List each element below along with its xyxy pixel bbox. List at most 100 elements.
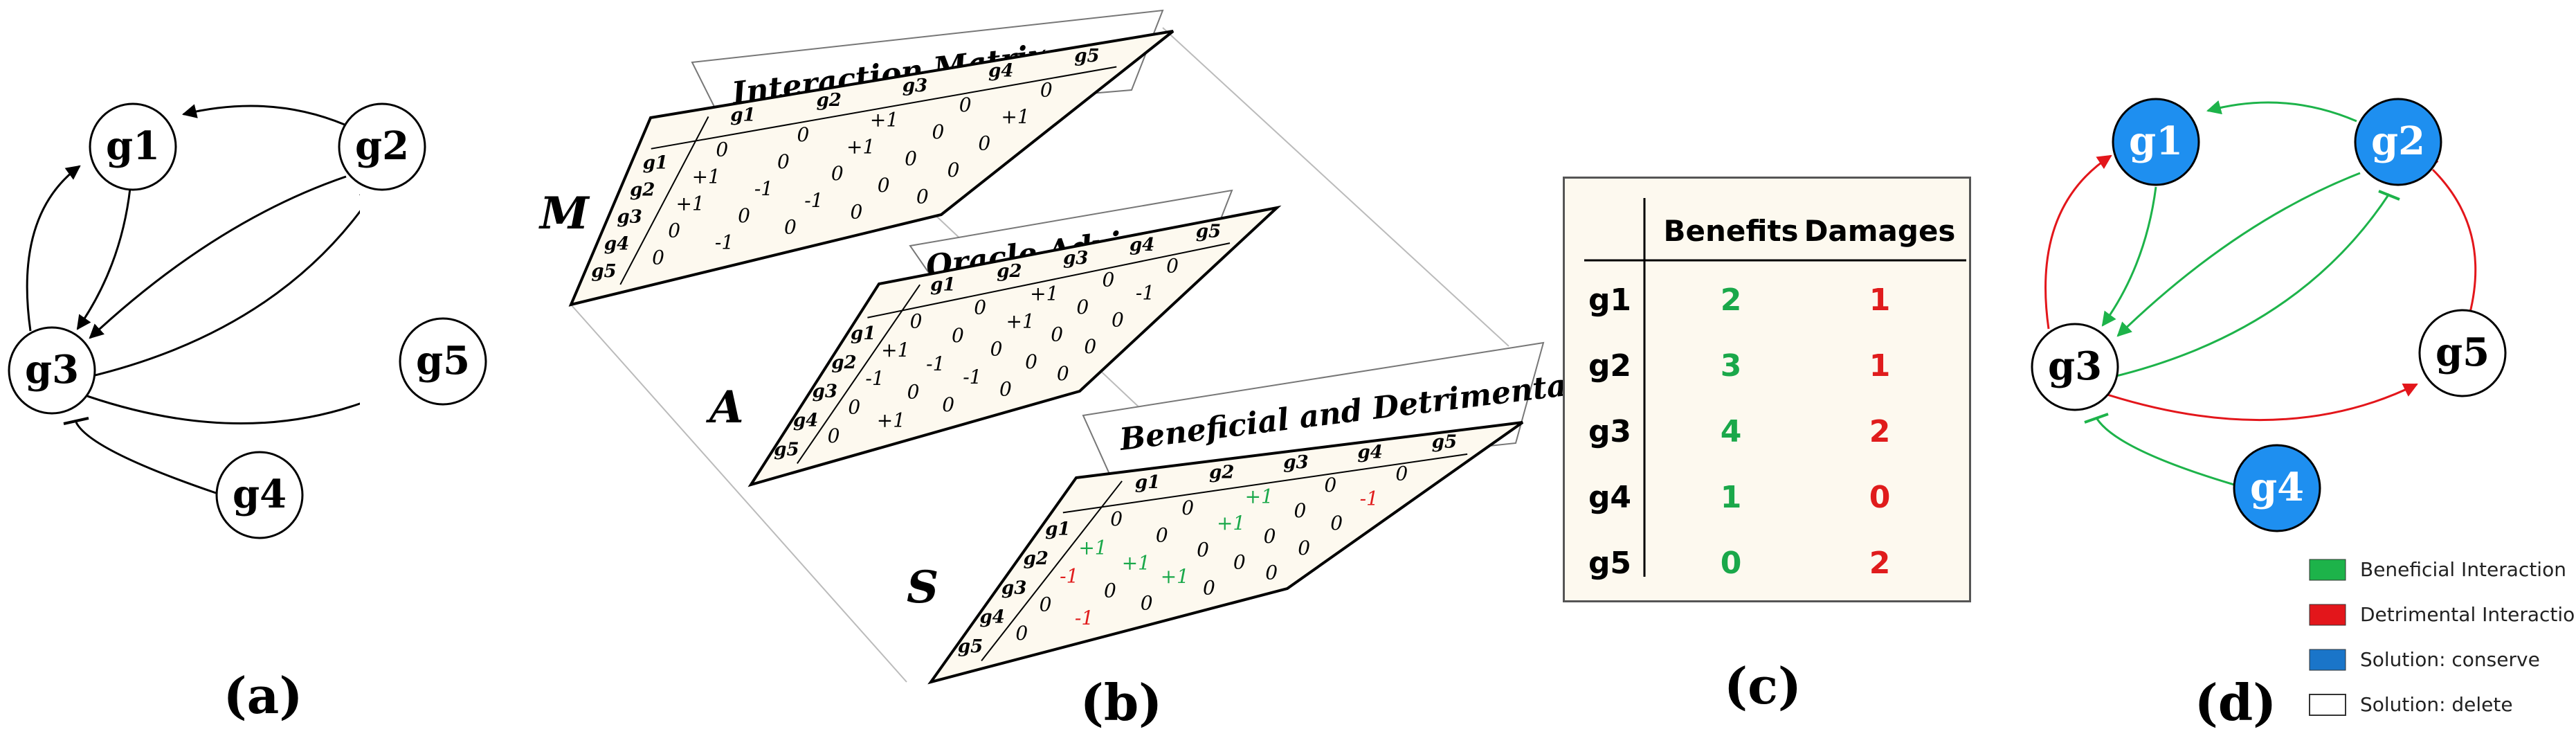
row-gene: g2 <box>1588 348 1631 384</box>
matrix-cell: -1 <box>865 367 884 390</box>
matrix-cell: 0 <box>990 338 1003 361</box>
legend: Beneficial Interaction Detrimental Inter… <box>2309 558 2576 716</box>
edge-g3-g5 <box>82 393 360 424</box>
matrix-cell: 0 <box>797 123 810 146</box>
matrix-cell: 0 <box>932 120 944 143</box>
edge-g3-g2-inhibit <box>86 210 360 379</box>
matrix-cell: +1 <box>881 339 909 361</box>
matrix-cell: -1 <box>1136 281 1154 304</box>
matrix-cell: -1 <box>1060 565 1078 588</box>
d-node-g4: g4 <box>2233 444 2321 532</box>
edge-g3-g1 <box>26 165 81 332</box>
row-benefits: 0 <box>1721 546 1742 581</box>
row-damages: 2 <box>1869 414 1891 449</box>
header-benefits: Benefits <box>1663 214 1798 248</box>
matrix-cell: 0 <box>738 204 750 227</box>
col-header: g3 <box>902 75 927 96</box>
matrix-cell: +1 <box>1245 485 1273 508</box>
node-g5: g5 <box>399 317 487 406</box>
matrix-cell: 0 <box>1141 591 1153 614</box>
col-header: g5 <box>1074 46 1099 66</box>
matrix-cell: -1 <box>926 352 945 375</box>
node-g3: g3 <box>8 326 96 415</box>
col-header: g2 <box>817 90 842 111</box>
matrix-cell: 0 <box>848 395 860 418</box>
table-row: g1 2 1 <box>1588 282 1890 318</box>
matrix-cell: 0 <box>1298 537 1310 559</box>
svg-text:g2: g2 <box>2371 118 2425 164</box>
matrix-cell: 0 <box>777 150 790 173</box>
matrix-cell: -1 <box>715 231 734 254</box>
matrix-cell: -1 <box>963 366 981 388</box>
matrix-cell: 0 <box>1103 269 1115 291</box>
matrix-cell: +1 <box>1217 512 1245 535</box>
col-header: g1 <box>930 274 955 295</box>
panel-c-table: Benefits Damages g1 2 1 g2 3 1 g3 4 2 g4 1 0 g5 0 2 (c… <box>1563 177 1971 715</box>
row-damages: 1 <box>1869 348 1891 384</box>
row-header: g5 <box>591 261 616 282</box>
letter-a: A <box>706 382 744 433</box>
edge-g1-g3 <box>76 188 131 330</box>
matrix-cell: 0 <box>878 174 890 197</box>
row-benefits: 1 <box>1721 480 1742 515</box>
matrix-cell: 0 <box>1040 593 1052 616</box>
row-damages: 2 <box>1869 546 1891 581</box>
caption-b: (b) <box>1080 673 1162 732</box>
matrix-cell: 0 <box>1104 579 1116 602</box>
row-header: g4 <box>793 410 818 431</box>
caption-c: (c) <box>1724 656 1802 715</box>
matrix-cell: +1 <box>1006 310 1035 333</box>
matrix-cell: 0 <box>1156 524 1168 547</box>
matrix-cell: 0 <box>1051 323 1063 346</box>
svg-text:g4: g4 <box>2250 465 2304 510</box>
matrix-cell: 0 <box>1025 350 1037 373</box>
matrix-cell: 0 <box>1181 496 1194 519</box>
matrix-cell: 0 <box>1112 308 1124 331</box>
matrix-cell: 0 <box>828 424 840 447</box>
matrix-cell: 0 <box>668 219 680 242</box>
col-header: g4 <box>1358 442 1383 463</box>
row-header: g3 <box>813 382 837 402</box>
table-row: g4 1 0 <box>1588 480 1890 515</box>
d-node-g5: g5 <box>2418 309 2507 397</box>
edge-g2-g1 <box>181 104 345 126</box>
matrix-cell: +1 <box>1030 282 1058 305</box>
matrix-cell: +1 <box>1078 536 1107 559</box>
matrix-cell: 0 <box>831 162 844 185</box>
node-g2: g2 <box>338 102 426 191</box>
matrix-cell: 0 <box>942 393 954 416</box>
matrix-cell: 0 <box>1330 512 1343 535</box>
matrix-cell: +1 <box>1122 551 1150 574</box>
svg-text:g3: g3 <box>2048 343 2102 389</box>
matrix-cell: 0 <box>1395 463 1408 485</box>
row-header: g4 <box>604 234 629 255</box>
row-benefits: 3 <box>1721 348 1742 384</box>
matrix-cell: -1 <box>754 177 773 200</box>
caption-d: (d) <box>2195 673 2276 732</box>
d-edge-g2-g3 <box>2116 172 2361 337</box>
matrix-cell: 0 <box>999 377 1012 400</box>
matrix-cell: 0 <box>947 159 960 181</box>
row-header: g1 <box>643 152 668 173</box>
matrix-cell: 0 <box>1084 335 1096 358</box>
d-node-g3: g3 <box>2031 323 2119 411</box>
col-header: g1 <box>1135 472 1160 493</box>
edge-g2-g3 <box>89 175 347 339</box>
d-edge-g3-g5 <box>2107 383 2418 422</box>
row-header: g3 <box>1001 577 1026 598</box>
matrix-cell: +1 <box>692 165 720 188</box>
d-node-g2: g2 <box>2354 98 2442 186</box>
row-header: g3 <box>617 207 642 228</box>
d-edge-g4-g3-inhibit <box>2096 418 2235 486</box>
matrix-cell: 0 <box>1166 255 1179 278</box>
panel-d-graph: g1 g2 g3 g4 g5 Beneficial Interaction De… <box>2031 98 2576 732</box>
row-header: g2 <box>1024 548 1049 569</box>
plane-m: M Interaction Matrix g1g1g2g2g3g3g4g4g5g… <box>538 9 1174 307</box>
matrix-cell: 0 <box>978 132 990 155</box>
row-header: g4 <box>979 607 1004 628</box>
matrix-cell: 0 <box>1233 550 1246 573</box>
matrix-cell: +1 <box>1001 105 1029 128</box>
matrix-cell: +1 <box>870 109 898 132</box>
svg-text:Detrimental Interaction: Detrimental Interaction <box>2360 603 2576 626</box>
col-header: g5 <box>1196 222 1221 242</box>
